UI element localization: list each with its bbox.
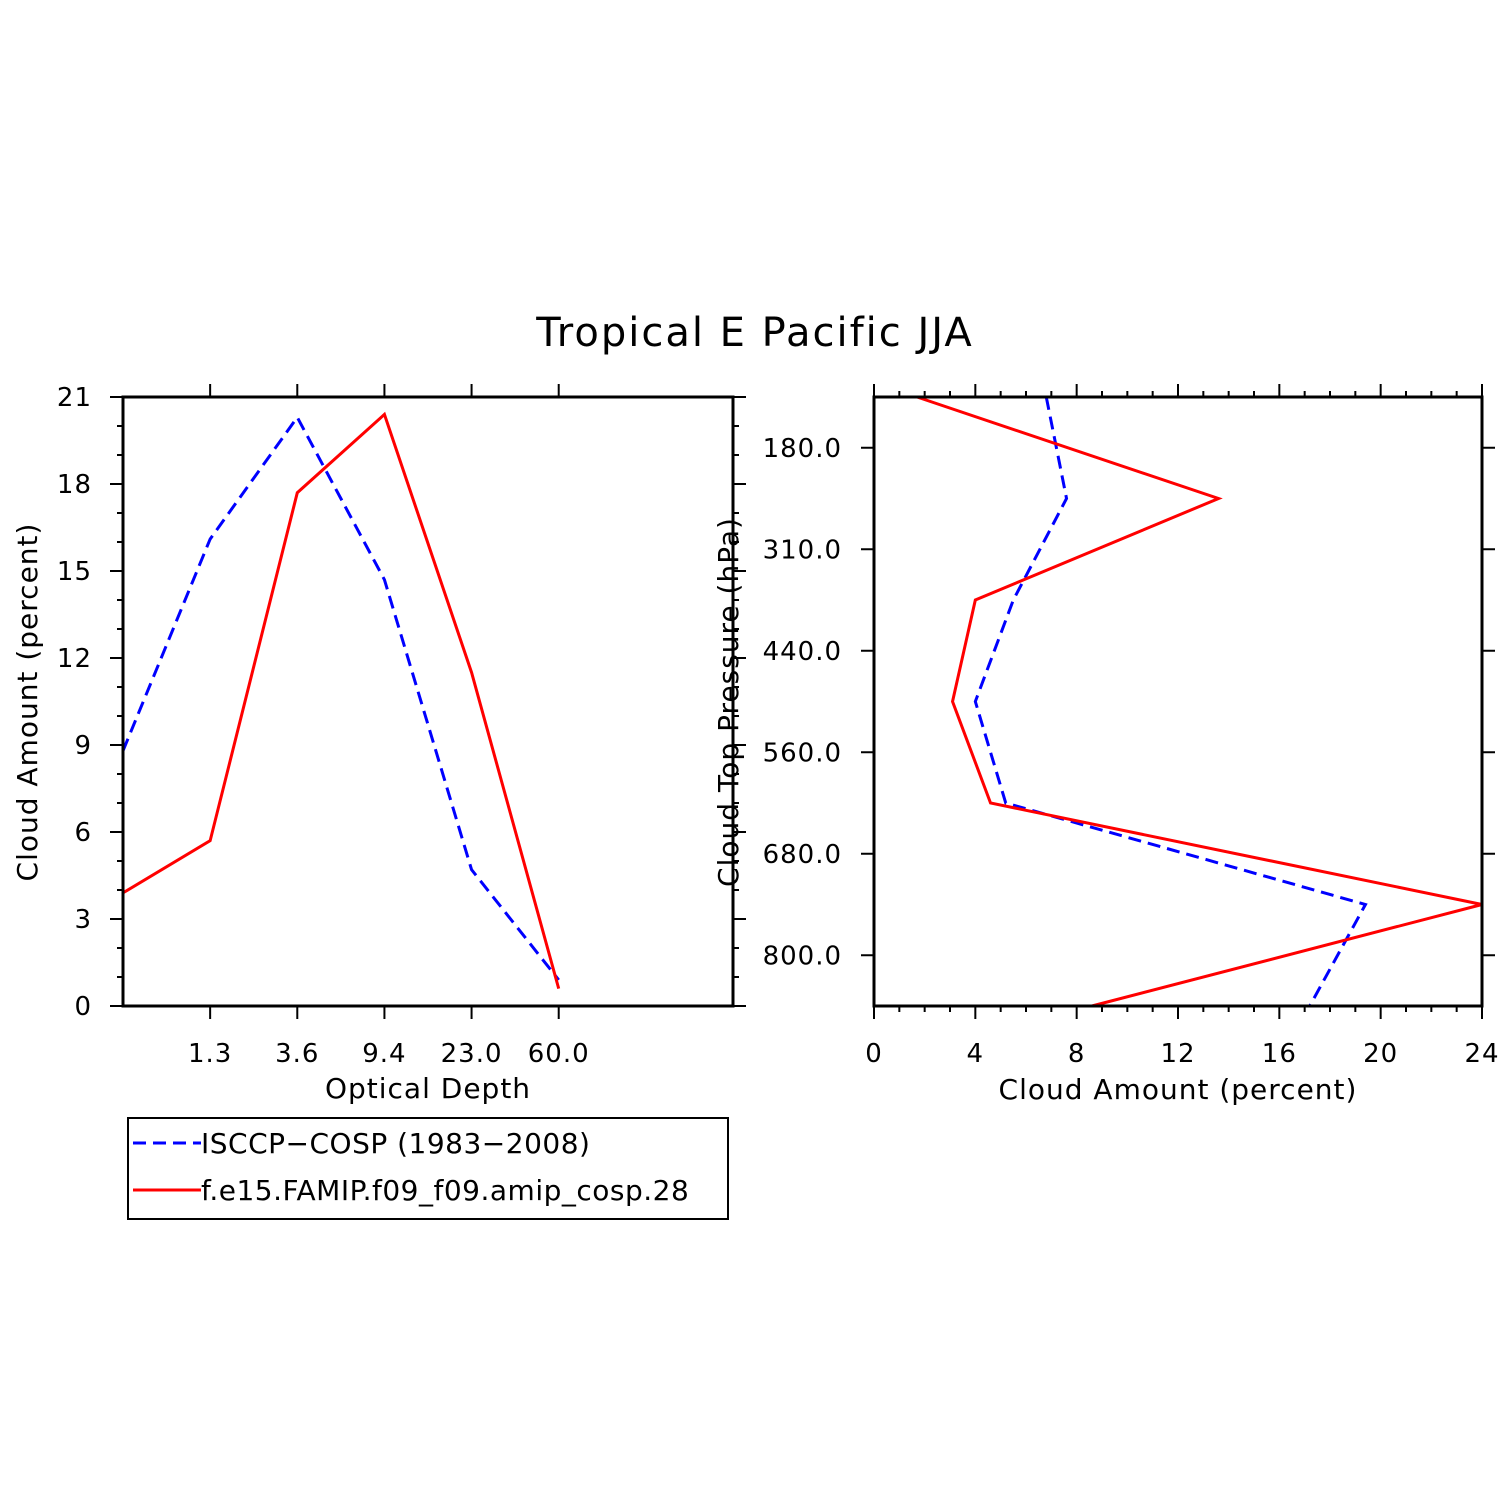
left-series-obs-line [121, 414, 560, 981]
legend-model-label: f.e15.FAMIP.f09_f09.amip_cosp.28 [201, 1174, 689, 1207]
right-y-tick-label: 180.0 [763, 434, 842, 464]
right-y-tick-label: 440.0 [763, 637, 842, 667]
right-x-tick-label: 8 [1068, 1039, 1086, 1069]
left-plot-frame [121, 395, 735, 1008]
right-y-tick-label: 310.0 [763, 535, 842, 565]
left-x-tick-label: 3.6 [275, 1039, 319, 1069]
legend: ISCCP−COSP (1983−2008) f.e15.FAMIP.f09_f… [127, 1117, 729, 1220]
left-x-tick-label: 9.4 [362, 1039, 406, 1069]
pressure-panel: 0 4 8 12 16 20 24 180.0 310.0 440.0 560.0 680.0 800.… [712, 384, 1499, 1106]
chart-title: Tropical E Pacific JJA [535, 310, 974, 356]
right-y-axis-label: Cloud Top Pressure (hPa) [712, 517, 745, 887]
right-x-tick-label: 16 [1262, 1039, 1297, 1069]
left-x-tick-label: 60.0 [528, 1039, 590, 1069]
right-series-obs-line [973, 396, 1368, 1007]
left-y-tick-label: 15 [57, 557, 92, 587]
right-x-tick-label: 4 [967, 1039, 985, 1069]
right-x-tick-label: 0 [865, 1039, 883, 1069]
left-y-tick-label: 21 [57, 383, 92, 413]
left-series-model-line [122, 411, 561, 989]
right-x-tick-label: 24 [1464, 1039, 1499, 1069]
right-plot-frame [872, 395, 1484, 1008]
optical-depth-panel: 0 3 6 9 12 15 18 21 1.3 3.6 9.4 23.0 60.0 Optical De… [11, 383, 746, 1105]
right-y-tick-label: 800.0 [763, 941, 842, 971]
right-x-tick-label: 20 [1363, 1039, 1398, 1069]
left-y-tick-label: 0 [74, 992, 92, 1022]
right-y-tick-label: 560.0 [763, 738, 842, 768]
left-x-axis-label: Optical Depth [325, 1072, 531, 1105]
legend-obs-label: ISCCP−COSP (1983−2008) [201, 1127, 590, 1160]
right-x-tick-label: 12 [1160, 1039, 1195, 1069]
left-y-tick-label: 9 [74, 731, 92, 761]
right-x-axis-label: Cloud Amount (percent) [999, 1073, 1358, 1106]
left-x-tick-label: 23.0 [441, 1039, 503, 1069]
left-y-tick-label: 6 [74, 818, 92, 848]
left-y-tick-label: 3 [74, 905, 92, 935]
left-y-tick-label: 18 [57, 470, 92, 500]
right-series-model-line [916, 395, 1483, 1008]
right-y-tick-label: 680.0 [763, 840, 842, 870]
left-y-axis-label: Cloud Amount (percent) [11, 523, 44, 882]
left-x-tick-label: 1.3 [188, 1039, 232, 1069]
legend-box [127, 1117, 729, 1220]
left-y-tick-label: 12 [57, 644, 92, 674]
